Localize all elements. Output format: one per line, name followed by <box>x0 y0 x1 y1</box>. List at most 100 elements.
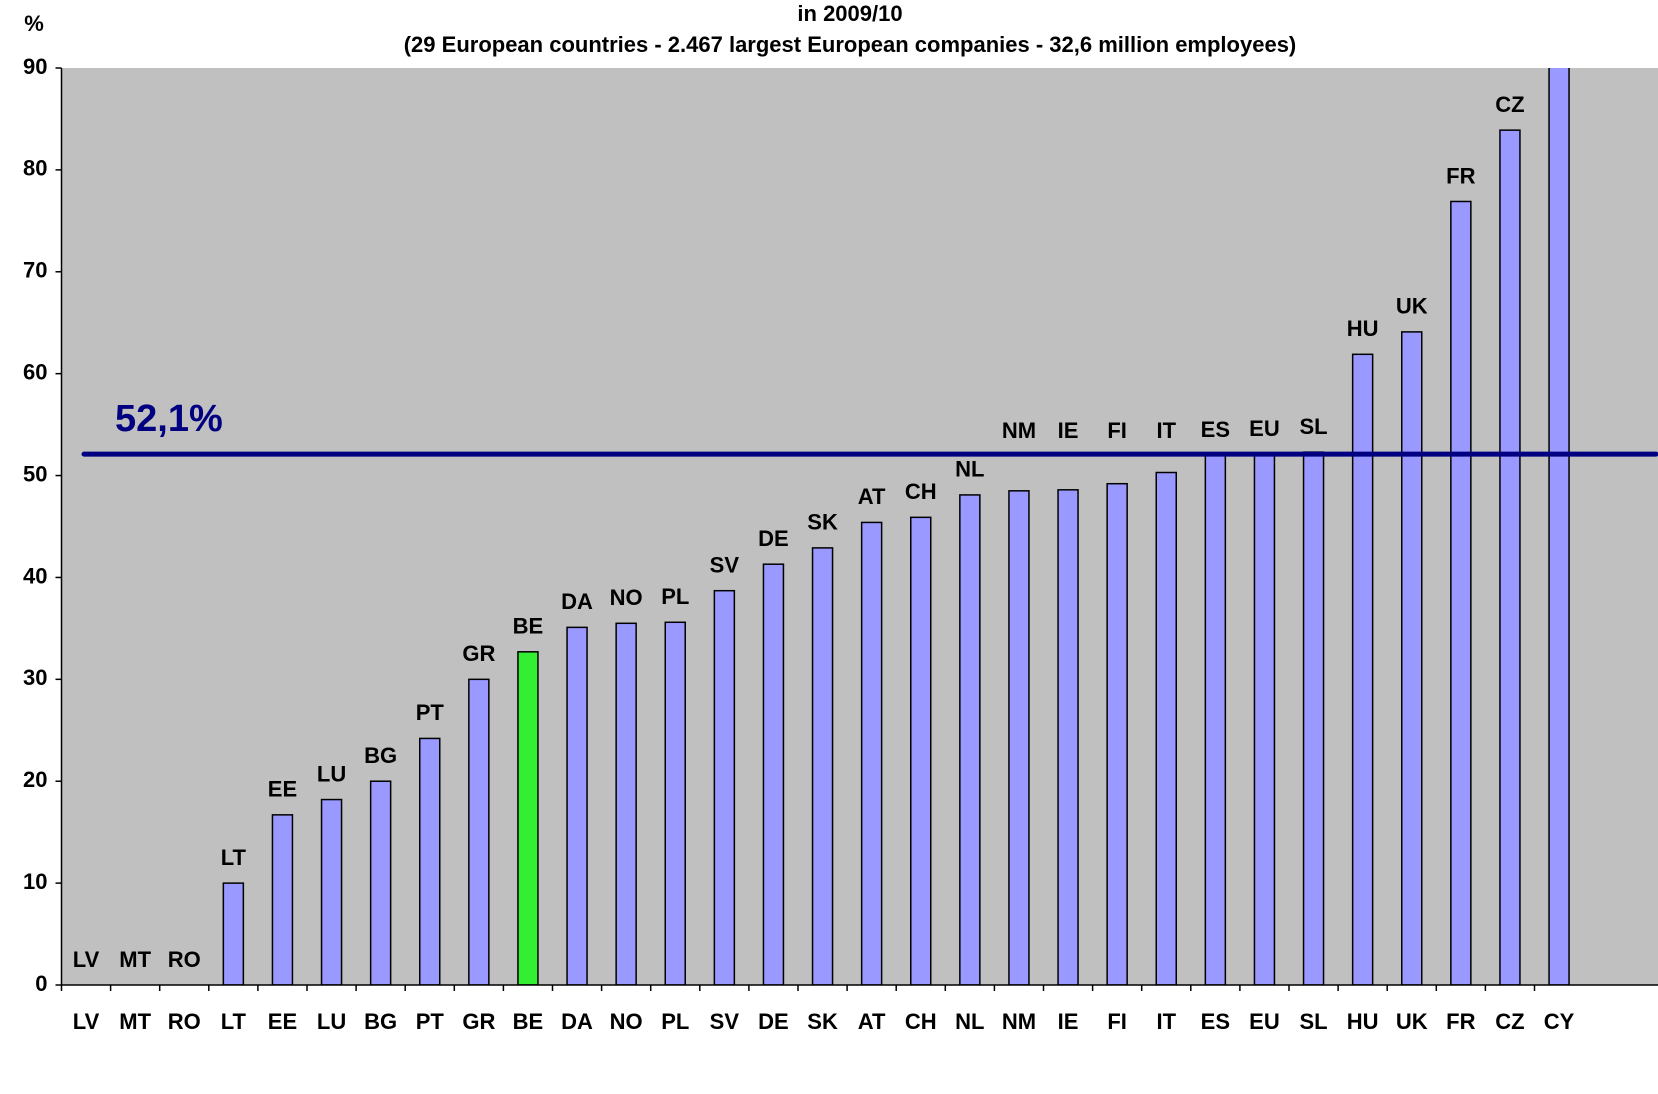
x-tick-label: EE <box>268 1009 297 1034</box>
y-tick-label: 70 <box>23 258 47 283</box>
x-tick-label: IE <box>1058 1009 1079 1034</box>
bar-label: CH <box>905 479 937 504</box>
y-tick-label: 90 <box>23 54 47 79</box>
x-tick-label: UK <box>1396 1009 1428 1034</box>
bar-label: BE <box>513 614 544 639</box>
reference-label: 52,1% <box>115 398 223 440</box>
bar <box>1106 482 1128 985</box>
x-tick-label: BG <box>364 1009 397 1034</box>
bar <box>1499 129 1521 985</box>
x-tick-label: ES <box>1201 1009 1230 1034</box>
bar-label: FI <box>1107 418 1127 443</box>
bar <box>1450 200 1472 985</box>
bar <box>1351 353 1374 985</box>
bar-label: GR <box>462 641 495 666</box>
x-tick-label: DA <box>561 1009 593 1034</box>
x-tick-label: HU <box>1347 1009 1379 1034</box>
y-tick-label: 0 <box>35 971 47 996</box>
chart-subtitle: (29 European countries - 2.467 largest E… <box>404 32 1297 57</box>
bar-label: PL <box>661 584 689 609</box>
x-tick-label: NL <box>955 1009 984 1034</box>
x-tick-label: PT <box>416 1009 445 1034</box>
bar-label: LT <box>221 845 247 870</box>
bar <box>1302 451 1325 985</box>
bar <box>959 494 981 985</box>
bar-label: HU <box>1347 316 1379 341</box>
bar-label: LU <box>317 761 346 786</box>
bar-label: SV <box>710 553 740 578</box>
x-tick-label: LT <box>221 1009 247 1034</box>
bar <box>566 626 588 985</box>
bar-label: SK <box>807 510 838 535</box>
bar <box>468 678 490 985</box>
bar-label: AT <box>858 484 886 509</box>
bar <box>1401 331 1423 985</box>
bar-label: EE <box>268 777 297 802</box>
bar <box>517 651 539 985</box>
bar-label: LV <box>73 947 100 972</box>
bar-label: ES <box>1201 417 1230 442</box>
x-tick-label: BE <box>513 1009 544 1034</box>
x-tick-label: FI <box>1107 1009 1127 1034</box>
x-tick-label: FR <box>1446 1009 1475 1034</box>
bar <box>1008 490 1030 985</box>
bar-label: CZ <box>1495 92 1524 117</box>
x-tick-label: MT <box>119 1009 151 1034</box>
x-tick-label: LU <box>317 1009 346 1034</box>
bar-label: DA <box>561 589 593 614</box>
x-tick-label: SK <box>807 1009 838 1034</box>
bar-label: NL <box>955 457 984 482</box>
bar-label: RO <box>168 947 201 972</box>
y-tick-label: 30 <box>23 665 47 690</box>
bar <box>222 882 245 985</box>
x-tick-label: RO <box>168 1009 201 1034</box>
x-tick-label: IT <box>1156 1009 1176 1034</box>
bar <box>1548 68 1570 985</box>
y-tick-label: 10 <box>23 869 47 894</box>
bar <box>713 589 736 985</box>
x-tick-label: EU <box>1249 1009 1280 1034</box>
bar-label: IT <box>1156 418 1176 443</box>
x-tick-label: NO <box>610 1009 643 1034</box>
bar-label: MT <box>119 947 151 972</box>
x-tick-label: LV <box>73 1009 100 1034</box>
x-tick-label: CY <box>1544 1009 1575 1034</box>
bar-label: NM <box>1002 418 1036 443</box>
bar <box>762 563 785 985</box>
bar-label: PT <box>416 700 445 725</box>
bar-label: DE <box>758 526 789 551</box>
bar <box>419 737 441 985</box>
bar <box>1057 489 1079 985</box>
bar <box>1155 471 1177 985</box>
x-tick-label: CH <box>905 1009 937 1034</box>
bar <box>271 814 294 985</box>
bar <box>910 516 932 985</box>
chart-title: in 2009/10 <box>797 1 902 26</box>
x-tick-label: DE <box>758 1009 789 1034</box>
y-tick-label: 60 <box>23 359 47 384</box>
y-tick-label: 40 <box>23 563 47 588</box>
x-tick-label: NM <box>1002 1009 1036 1034</box>
x-tick-label: CZ <box>1495 1009 1524 1034</box>
bar-label: EU <box>1249 416 1280 441</box>
y-tick-label: 20 <box>23 767 47 792</box>
y-tick-label: 50 <box>23 461 47 486</box>
bar <box>320 798 343 985</box>
bar <box>1253 453 1276 985</box>
bar <box>369 780 392 985</box>
bar-label: BG <box>364 743 397 768</box>
bar-label: SL <box>1299 414 1327 439</box>
y-tick-label: 80 <box>23 156 47 181</box>
bar-label: UK <box>1396 294 1428 319</box>
bar <box>615 622 637 985</box>
bars <box>222 68 1570 985</box>
bar-label: NO <box>610 585 643 610</box>
x-tick-label: AT <box>858 1009 886 1034</box>
bar <box>811 547 834 985</box>
x-tick-label: SL <box>1299 1009 1327 1034</box>
bar <box>1204 454 1227 985</box>
x-tick-label: SV <box>710 1009 740 1034</box>
x-tick-label: GR <box>462 1009 495 1034</box>
